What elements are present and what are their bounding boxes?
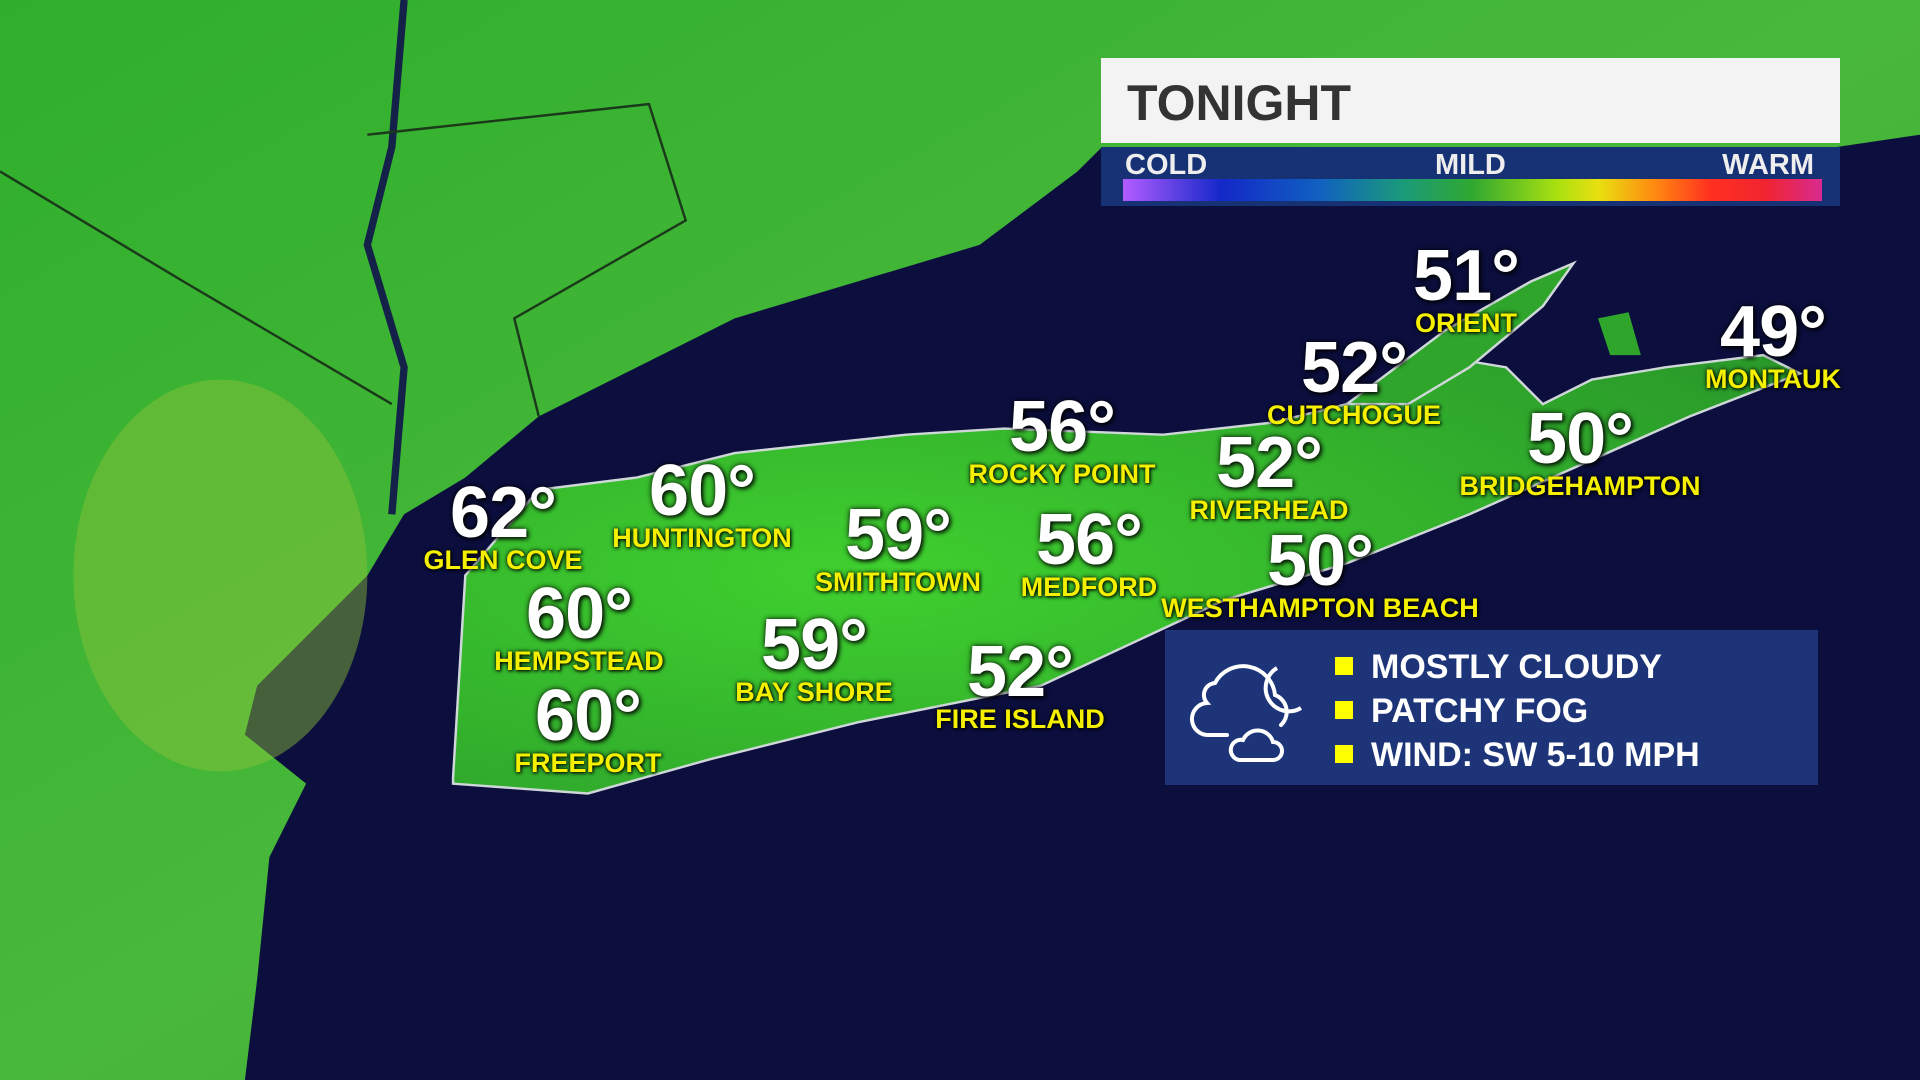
city-name: FREEPORT <box>514 748 662 778</box>
city-label: 59° SMITHTOWN <box>815 495 981 597</box>
city-temperature: 60° <box>535 676 642 756</box>
city-name: HUNTINGTON <box>612 523 792 553</box>
legend-warm: WARM <box>1722 149 1814 181</box>
city-label: 62° GLEN COVE <box>423 473 583 575</box>
city-label: 52° CUTCHOGUE <box>1267 328 1441 430</box>
city-name: MEDFORD <box>1020 572 1158 602</box>
city-name: ROCKY POINT <box>968 459 1156 489</box>
partly-cloudy-night-icon <box>1190 664 1303 762</box>
city-label: 56° ROCKY POINT <box>968 387 1156 489</box>
city-label: 52° FIRE ISLAND <box>935 632 1105 734</box>
city-temperature: 51° <box>1413 236 1520 316</box>
long-island <box>451 353 1804 795</box>
city-name: BRIDGEHAMPTON <box>1459 471 1701 501</box>
city-name: ORIENT <box>1414 308 1518 338</box>
legend-cold: COLD <box>1125 149 1208 181</box>
city-temperature: 50° <box>1527 399 1634 479</box>
city-temperature: 52° <box>967 632 1074 712</box>
city-temperature: 59° <box>845 495 952 575</box>
city-label: 60° HUNTINGTON <box>612 451 792 553</box>
city-label: 50° BRIDGEHAMPTON <box>1459 399 1701 501</box>
city-label: 59° BAY SHORE <box>735 605 893 707</box>
city-temperature: 56° <box>1036 500 1143 580</box>
city-temperature: 50° <box>1267 521 1374 601</box>
legend-color-bar <box>1123 179 1822 201</box>
north-fork <box>1343 260 1578 406</box>
condition-item: WIND: SW 5-10 MPH <box>1335 736 1700 775</box>
legend-mild: MILD <box>1435 149 1506 181</box>
city-label: 51° ORIENT <box>1413 236 1520 338</box>
bullet-icon <box>1335 657 1353 675</box>
bullet-icon <box>1335 701 1353 719</box>
city-label: 60° FREEPORT <box>514 676 662 778</box>
city-temperature: 60° <box>526 574 633 654</box>
city-name: GLEN COVE <box>423 545 583 575</box>
city-temperature: 52° <box>1301 328 1408 408</box>
city-name: SMITHTOWN <box>815 567 981 597</box>
city-label: 56° MEDFORD <box>1020 500 1158 602</box>
city-name: FIRE ISLAND <box>935 704 1105 734</box>
city-temperature: 60° <box>649 451 756 531</box>
city-label: 49° MONTAUK <box>1705 292 1841 394</box>
city-temperature: 49° <box>1720 292 1827 372</box>
city-temperature: 52° <box>1216 423 1323 503</box>
condition-item: MOSTLY CLOUDY <box>1335 648 1662 687</box>
title: TONIGHT <box>1127 75 1352 131</box>
city-name: BAY SHORE <box>735 677 893 707</box>
bullet-icon <box>1335 745 1353 763</box>
city-label: 50° WESTHAMPTON BEACH <box>1161 521 1479 623</box>
conditions-panel: MOSTLY CLOUDY PATCHY FOG WIND: SW 5-10 M… <box>1165 630 1818 785</box>
city-name: RIVERHEAD <box>1189 495 1349 525</box>
city-temperature: 56° <box>1009 387 1116 467</box>
title-banner: TONIGHT <box>1101 58 1840 143</box>
city-temperature: 62° <box>450 473 557 553</box>
city-name: HEMPSTEAD <box>494 646 664 676</box>
temperature-legend: COLD MILD WARM <box>1101 147 1840 206</box>
city-temperature: 59° <box>761 605 868 685</box>
condition-item: PATCHY FOG <box>1335 692 1588 731</box>
city-name: MONTAUK <box>1705 364 1841 394</box>
city-name: CUTCHOGUE <box>1267 400 1441 430</box>
city-label: 60° HEMPSTEAD <box>494 574 664 676</box>
city-label: 52° RIVERHEAD <box>1189 423 1349 525</box>
city-name: WESTHAMPTON BEACH <box>1161 593 1479 623</box>
